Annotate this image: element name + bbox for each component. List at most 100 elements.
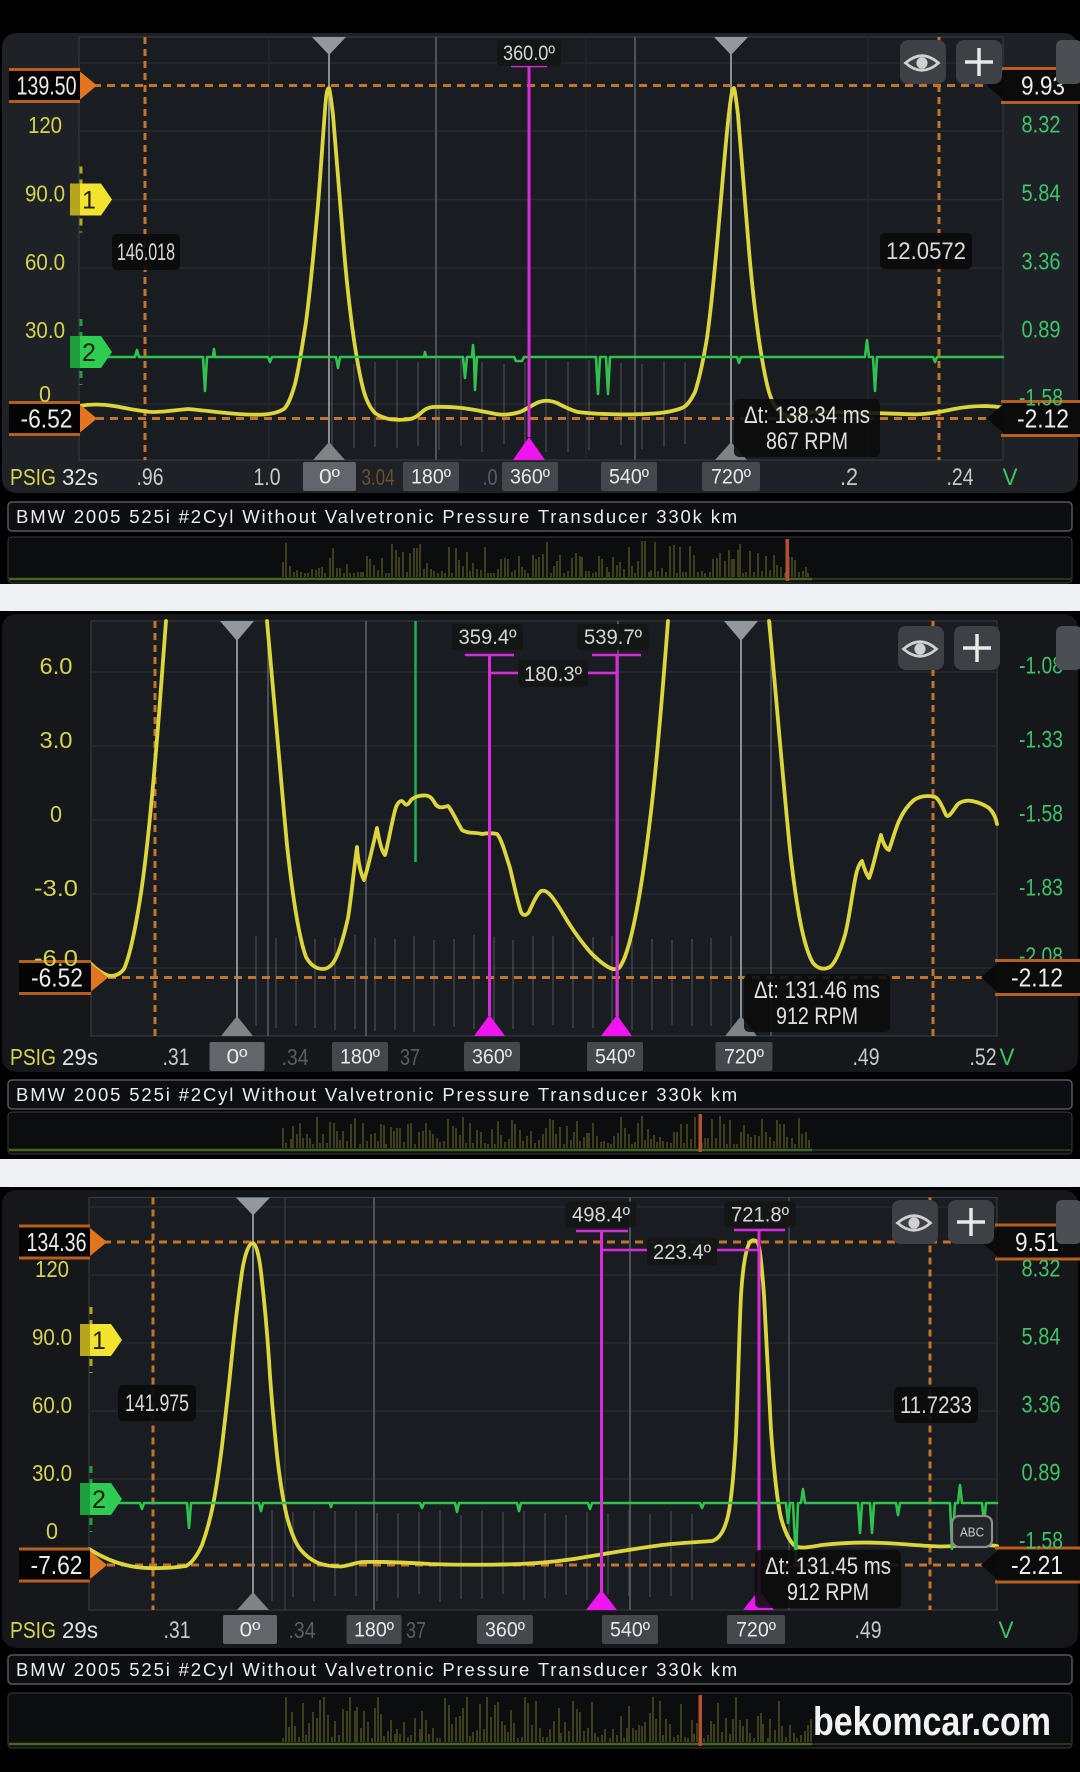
svg-text:.0: .0 [483, 464, 498, 490]
svg-text:90.0: 90.0 [32, 1324, 72, 1350]
svg-text:29s: 29s [62, 1044, 98, 1070]
svg-text:6.0: 6.0 [40, 653, 73, 679]
svg-text:.52: .52 [970, 1044, 997, 1071]
svg-text:223.4º: 223.4º [653, 1241, 711, 1264]
svg-text:1: 1 [92, 1327, 106, 1355]
svg-text:-1.58: -1.58 [1019, 1528, 1063, 1555]
svg-text:360º: 360º [510, 466, 550, 489]
svg-text:BMW 2005 525i #2Cyl Without Va: BMW 2005 525i #2Cyl Without Valvetronic … [16, 506, 739, 527]
svg-text:bekomcar.com: bekomcar.com [813, 1700, 1051, 1744]
svg-text:360º: 360º [472, 1046, 512, 1069]
svg-text:ABC: ABC [960, 1525, 984, 1540]
svg-text:29s: 29s [62, 1617, 98, 1643]
svg-text:5.84: 5.84 [1022, 180, 1061, 207]
svg-text:3.36: 3.36 [1022, 249, 1061, 276]
svg-text:Δt: 131.45 ms: Δt: 131.45 ms [765, 1553, 891, 1580]
svg-text:5.84: 5.84 [1022, 1324, 1061, 1351]
svg-text:37: 37 [406, 1617, 426, 1643]
svg-text:0: 0 [39, 381, 51, 407]
svg-text:BMW 2005 525i #2Cyl Without Va: BMW 2005 525i #2Cyl Without Valvetronic … [16, 1084, 739, 1105]
svg-text:498.4º: 498.4º [572, 1204, 630, 1227]
svg-text:37: 37 [400, 1044, 420, 1070]
svg-text:539.7º: 539.7º [584, 626, 642, 649]
svg-text:-1.33: -1.33 [1019, 727, 1063, 754]
svg-text:30.0: 30.0 [25, 317, 65, 343]
svg-text:180º: 180º [340, 1046, 380, 1069]
svg-text:-6.52: -6.52 [31, 963, 83, 993]
svg-text:2: 2 [82, 339, 96, 367]
svg-text:1.0: 1.0 [254, 464, 281, 491]
svg-text:PSIG: PSIG [10, 1044, 56, 1070]
svg-text:Δt: 131.46 ms: Δt: 131.46 ms [754, 977, 880, 1004]
svg-text:V: V [999, 1617, 1014, 1644]
svg-text:0: 0 [50, 801, 62, 827]
svg-text:.49: .49 [853, 1044, 880, 1071]
svg-text:3.36: 3.36 [1022, 1392, 1061, 1419]
svg-text:90.0: 90.0 [25, 181, 65, 207]
svg-text:60.0: 60.0 [25, 249, 65, 275]
svg-text:V: V [1000, 1044, 1015, 1071]
svg-text:3.04: 3.04 [362, 464, 395, 490]
svg-text:.31: .31 [163, 1044, 190, 1071]
svg-text:.34: .34 [282, 1044, 309, 1070]
svg-text:12.0572: 12.0572 [886, 238, 966, 265]
svg-text:-6.0: -6.0 [34, 945, 78, 971]
svg-text:180º: 180º [354, 1619, 394, 1642]
svg-text:11.7233: 11.7233 [900, 1392, 972, 1419]
svg-text:360º: 360º [485, 1619, 525, 1642]
svg-text:.49: .49 [855, 1617, 882, 1644]
svg-text:360.0º: 360.0º [503, 42, 555, 65]
svg-text:0º: 0º [319, 466, 340, 489]
svg-text:3.0: 3.0 [40, 727, 73, 753]
svg-text:.34: .34 [289, 1617, 316, 1643]
svg-text:134.36: 134.36 [27, 1227, 87, 1257]
svg-text:867 RPM: 867 RPM [766, 428, 848, 455]
svg-text:120: 120 [35, 1256, 69, 1282]
svg-text:V: V [1003, 464, 1018, 491]
svg-text:0º: 0º [240, 1619, 261, 1642]
svg-text:120: 120 [28, 112, 62, 138]
svg-text:.96: .96 [137, 464, 164, 491]
svg-text:0º: 0º [227, 1046, 248, 1069]
svg-text:-7.62: -7.62 [31, 1550, 83, 1580]
svg-text:540º: 540º [610, 1619, 650, 1642]
svg-text:.2: .2 [840, 464, 858, 491]
svg-text:-1.58: -1.58 [1019, 801, 1063, 828]
svg-text:0.89: 0.89 [1022, 317, 1061, 344]
svg-text:1: 1 [82, 187, 96, 215]
svg-text:60.0: 60.0 [32, 1392, 72, 1418]
svg-text:2: 2 [92, 1486, 106, 1514]
svg-text:30.0: 30.0 [32, 1460, 72, 1486]
svg-text:139.50: 139.50 [17, 71, 77, 101]
svg-text:9.51: 9.51 [1015, 1227, 1059, 1257]
svg-text:141.975: 141.975 [125, 1390, 189, 1417]
svg-text:-1.58: -1.58 [1019, 385, 1063, 412]
svg-text:180º: 180º [411, 466, 451, 489]
svg-text:32s: 32s [62, 464, 98, 490]
svg-text:.31: .31 [164, 1617, 191, 1644]
svg-text:PSIG: PSIG [10, 464, 56, 490]
svg-text:912 RPM: 912 RPM [776, 1003, 858, 1030]
svg-text:-1.83: -1.83 [1019, 875, 1063, 902]
svg-text:-1.08: -1.08 [1019, 653, 1063, 680]
svg-text:BMW 2005 525i #2Cyl Without Va: BMW 2005 525i #2Cyl Without Valvetronic … [16, 1659, 739, 1680]
svg-text:0.89: 0.89 [1022, 1460, 1061, 1487]
svg-text:-2.12: -2.12 [1011, 963, 1063, 993]
svg-text:720º: 720º [724, 1046, 764, 1069]
svg-text:540º: 540º [609, 466, 649, 489]
svg-text:721.8º: 721.8º [731, 1204, 789, 1227]
svg-text:-2.21: -2.21 [1011, 1550, 1063, 1580]
svg-text:.24: .24 [947, 464, 974, 491]
svg-text:0: 0 [46, 1518, 58, 1544]
svg-text:146.018: 146.018 [117, 239, 175, 266]
svg-text:720º: 720º [711, 466, 751, 489]
svg-text:8.32: 8.32 [1022, 112, 1061, 139]
svg-text:-6.52: -6.52 [21, 404, 73, 434]
svg-text:359.4º: 359.4º [459, 626, 517, 649]
svg-text:Δt: 138.34 ms: Δt: 138.34 ms [744, 402, 870, 429]
svg-text:-3.0: -3.0 [34, 875, 78, 901]
svg-text:720º: 720º [736, 1619, 776, 1642]
svg-text:540º: 540º [595, 1046, 635, 1069]
svg-text:912 RPM: 912 RPM [787, 1579, 869, 1606]
svg-text:180.3º: 180.3º [524, 663, 582, 686]
